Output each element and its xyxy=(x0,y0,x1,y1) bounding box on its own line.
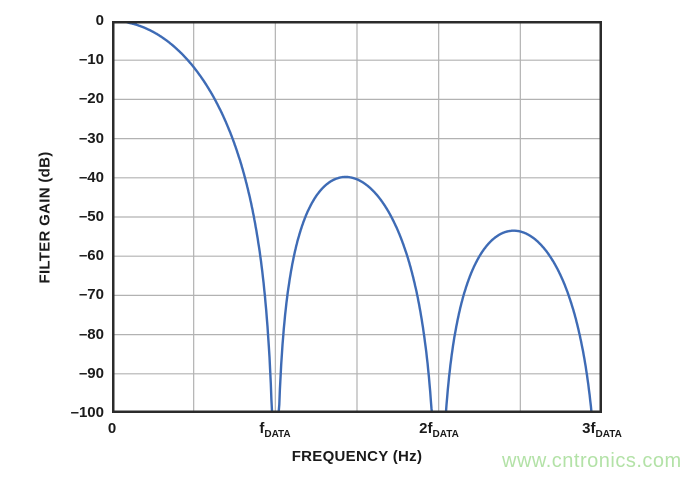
y-tick-label: 0 xyxy=(95,12,104,29)
x-tick-main: f xyxy=(259,420,265,437)
y-tick-label: –50 xyxy=(78,208,104,225)
x-tick-sub: DATA xyxy=(595,429,622,440)
y-tick-label: –10 xyxy=(78,51,104,68)
y-tick-label: –30 xyxy=(78,130,104,147)
plot-svg xyxy=(112,21,602,413)
x-tick-sub: DATA xyxy=(264,429,291,440)
x-tick-label-fdata: fDATA xyxy=(230,420,320,442)
watermark-text: www.cntronics.com xyxy=(502,450,682,472)
x-tick-label-0: 0 xyxy=(67,420,157,442)
y-tick-label: –90 xyxy=(78,365,104,382)
x-tick-label-3fdata: 3fDATA xyxy=(557,420,647,442)
y-tick-label: –60 xyxy=(78,247,104,264)
y-tick-label: –40 xyxy=(78,169,104,186)
x-axis-title: FREQUENCY (Hz) xyxy=(291,448,423,465)
y-tick-label: –80 xyxy=(78,326,104,343)
x-tick-sub: DATA xyxy=(432,429,459,440)
y-tick-label: –20 xyxy=(78,90,104,107)
y-axis-title: FILTER GAIN (dB) xyxy=(36,151,54,284)
x-tick-main: 0 xyxy=(107,420,117,437)
y-tick-label: –100 xyxy=(70,404,104,421)
x-tick-label-2fdata: 2fDATA xyxy=(394,420,484,442)
x-tick-main: 2f xyxy=(419,420,433,437)
x-tick-main: 3f xyxy=(582,420,596,437)
y-tick-label: –70 xyxy=(78,286,104,303)
